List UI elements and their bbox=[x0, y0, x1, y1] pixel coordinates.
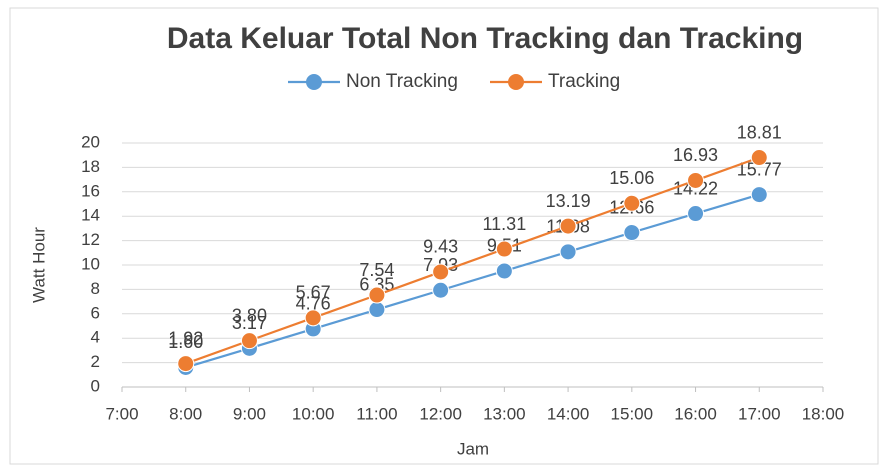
legend-label: Tracking bbox=[548, 71, 620, 92]
marker bbox=[432, 263, 450, 281]
y-tick-label: 20 bbox=[81, 132, 100, 151]
x-tick-label: 10:00 bbox=[292, 404, 335, 423]
data-label: 7.54 bbox=[359, 260, 394, 280]
data-label: 15.77 bbox=[737, 159, 782, 179]
x-tick-label: 13:00 bbox=[483, 404, 526, 423]
marker bbox=[687, 205, 705, 223]
data-label: 9.43 bbox=[423, 237, 458, 257]
x-tick-label: 11:00 bbox=[356, 404, 397, 423]
marker bbox=[495, 240, 513, 258]
legend-marker bbox=[306, 74, 322, 90]
data-label: 3.80 bbox=[232, 305, 267, 325]
x-tick-label: 18:00 bbox=[802, 404, 845, 423]
y-tick-label: 10 bbox=[81, 254, 100, 273]
x-tick-label: 7:00 bbox=[105, 404, 138, 423]
marker bbox=[687, 171, 705, 189]
y-tick-label: 18 bbox=[81, 157, 100, 176]
marker bbox=[559, 243, 577, 261]
legend-marker bbox=[508, 74, 524, 90]
marker bbox=[304, 309, 322, 327]
marker bbox=[623, 194, 641, 212]
y-tick-label: 6 bbox=[91, 303, 100, 322]
data-label: 18.81 bbox=[737, 122, 782, 142]
data-label: 13.19 bbox=[546, 191, 591, 211]
chart-border bbox=[9, 7, 879, 465]
x-tick-label: 14:00 bbox=[547, 404, 590, 423]
x-tick-label: 12:00 bbox=[419, 404, 462, 423]
series-line bbox=[185, 156, 760, 365]
data-label: 6.35 bbox=[359, 274, 394, 294]
marker bbox=[623, 224, 641, 242]
marker bbox=[177, 355, 195, 373]
y-tick-label: 14 bbox=[81, 206, 100, 225]
marker bbox=[368, 286, 386, 304]
data-label: 5.67 bbox=[296, 283, 331, 303]
marker bbox=[368, 301, 386, 319]
data-label: 4.76 bbox=[296, 294, 331, 314]
data-label: 15.06 bbox=[609, 168, 654, 188]
x-axis-label: Jam bbox=[457, 439, 489, 458]
series-line bbox=[185, 193, 760, 369]
x-tick-label: 15:00 bbox=[611, 404, 654, 423]
chart-title: Data Keluar Total Non Tracking dan Track… bbox=[167, 22, 803, 55]
data-label: 11.31 bbox=[483, 214, 527, 234]
marker bbox=[432, 281, 450, 299]
x-tick-label: 8:00 bbox=[169, 404, 202, 423]
marker bbox=[559, 217, 577, 235]
marker bbox=[240, 332, 258, 350]
data-label: 3.17 bbox=[232, 313, 267, 333]
x-tick-label: 17:00 bbox=[738, 404, 781, 423]
y-tick-label: 8 bbox=[91, 279, 100, 298]
legend-label: Non Tracking bbox=[346, 71, 458, 92]
data-label: 16.93 bbox=[673, 145, 718, 165]
y-tick-label: 0 bbox=[91, 376, 100, 395]
data-label: 1.60 bbox=[168, 332, 203, 352]
data-label: 1.92 bbox=[168, 328, 203, 348]
y-tick-label: 2 bbox=[91, 352, 100, 371]
y-axis-label: Watt Hour bbox=[29, 227, 48, 303]
y-tick-label: 16 bbox=[81, 181, 100, 200]
marker bbox=[495, 262, 513, 280]
y-tick-label: 4 bbox=[91, 328, 100, 347]
y-tick-label: 12 bbox=[81, 230, 100, 249]
marker bbox=[750, 149, 768, 167]
marker bbox=[750, 186, 768, 204]
x-tick-label: 16:00 bbox=[674, 404, 717, 423]
x-tick-label: 9:00 bbox=[233, 404, 266, 423]
